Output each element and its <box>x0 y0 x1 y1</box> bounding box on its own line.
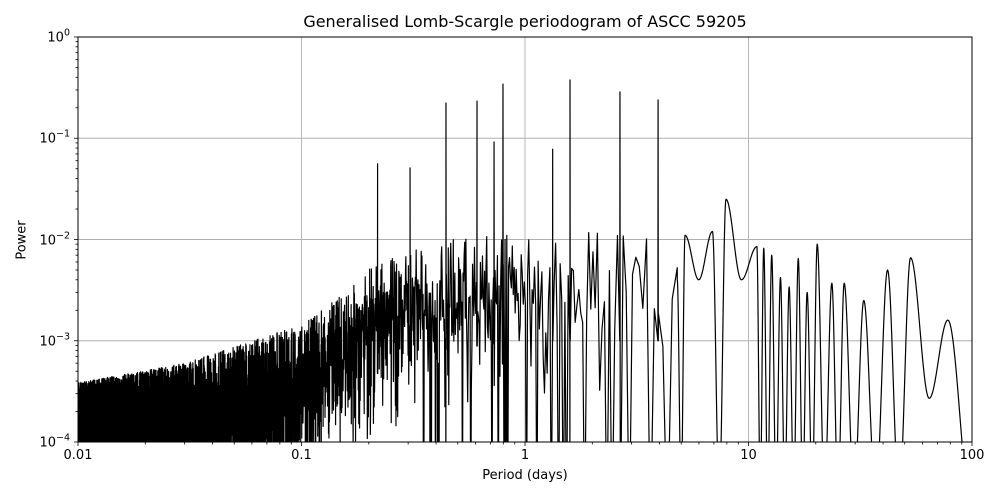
y-tick-label: 10−4 <box>39 432 70 451</box>
chart-title: Generalised Lomb-Scargle periodogram of … <box>303 12 747 31</box>
y-tick-label: 100 <box>47 27 70 46</box>
x-tick-label: 10 <box>740 448 757 463</box>
axis-ticks <box>74 36 973 446</box>
x-tick-label: 0.1 <box>291 448 312 463</box>
x-axis-label: Period (days) <box>482 468 568 483</box>
periodogram-series <box>78 79 963 442</box>
y-tick-label: 10−2 <box>39 229 70 249</box>
y-tick-label: 10−3 <box>39 331 70 350</box>
x-tick-label: 1 <box>520 448 530 463</box>
x-tick-label: 100 <box>959 448 985 463</box>
periodogram-line <box>78 79 963 442</box>
y-tick-label: 10−1 <box>39 128 70 147</box>
x-tick-label: 0.01 <box>63 448 93 463</box>
